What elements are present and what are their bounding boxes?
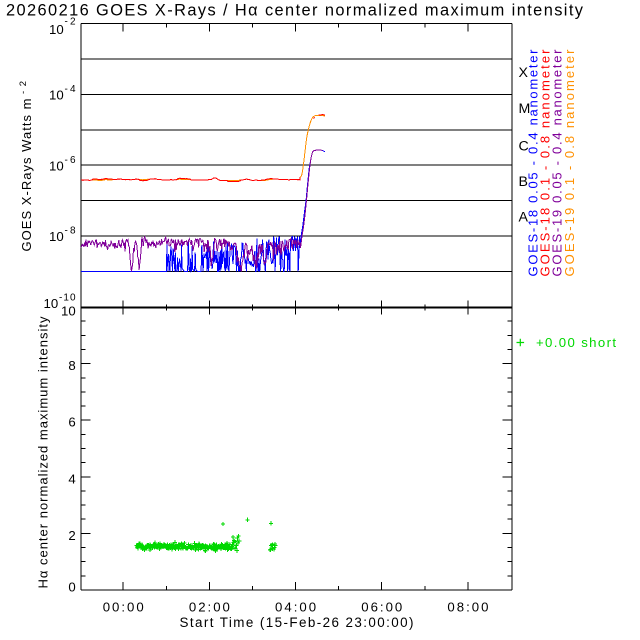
svg-text:2: 2 [68, 528, 75, 543]
svg-text:-2: -2 [65, 17, 76, 28]
svg-text:B: B [519, 174, 528, 190]
svg-text:20260216 GOES X-Rays / Hα cent: 20260216 GOES X-Rays / Hα center normali… [6, 2, 584, 20]
svg-text:Start Time (15-Feb-26 23:00:00: Start Time (15-Feb-26 23:00:00) [180, 615, 414, 630]
svg-text:-10: -10 [59, 293, 76, 304]
svg-text:0: 0 [68, 580, 75, 595]
svg-text:10: 10 [61, 304, 76, 319]
svg-text:-6: -6 [65, 155, 76, 166]
svg-text:GOES-18 0.05 - 0.4 nanometer: GOES-18 0.05 - 0.4 nanometer [525, 49, 540, 277]
svg-text:10: 10 [44, 296, 59, 311]
svg-text:X: X [519, 65, 529, 81]
svg-text:GOES X-Rays Watts m: GOES X-Rays Watts m [19, 99, 34, 252]
svg-text:-4: -4 [65, 84, 76, 95]
svg-text:10: 10 [49, 88, 64, 103]
svg-text:04:00: 04:00 [275, 600, 316, 615]
svg-text:06:00: 06:00 [361, 600, 402, 615]
svg-text:-8: -8 [65, 226, 76, 237]
svg-text:8: 8 [68, 358, 75, 373]
svg-text:C: C [519, 139, 529, 155]
svg-text:00:00: 00:00 [103, 600, 144, 615]
svg-text:Hα center normalized maximum i: Hα center normalized maximum intensity [36, 316, 51, 589]
svg-text:GOES-19 0.1 - 0.8 nanometer: GOES-19 0.1 - 0.8 nanometer [562, 49, 577, 277]
svg-text:GOES-19 0.05 - 0.4 nanometer: GOES-19 0.05 - 0.4 nanometer [549, 49, 564, 277]
svg-text:02:00: 02:00 [189, 600, 230, 615]
svg-text:08:00: 08:00 [447, 600, 488, 615]
svg-text:4: 4 [68, 471, 75, 486]
svg-text:+0.00 short: +0.00 short [536, 335, 616, 350]
svg-text:10: 10 [49, 159, 64, 174]
svg-text:6: 6 [68, 415, 75, 430]
svg-text:10: 10 [49, 229, 64, 244]
svg-text:10: 10 [49, 22, 64, 37]
svg-text:GOES-18 0.1 - 0.8 nanometer: GOES-18 0.1 - 0.8 nanometer [537, 49, 552, 277]
svg-text:A: A [519, 209, 529, 225]
svg-text:M: M [519, 101, 531, 117]
